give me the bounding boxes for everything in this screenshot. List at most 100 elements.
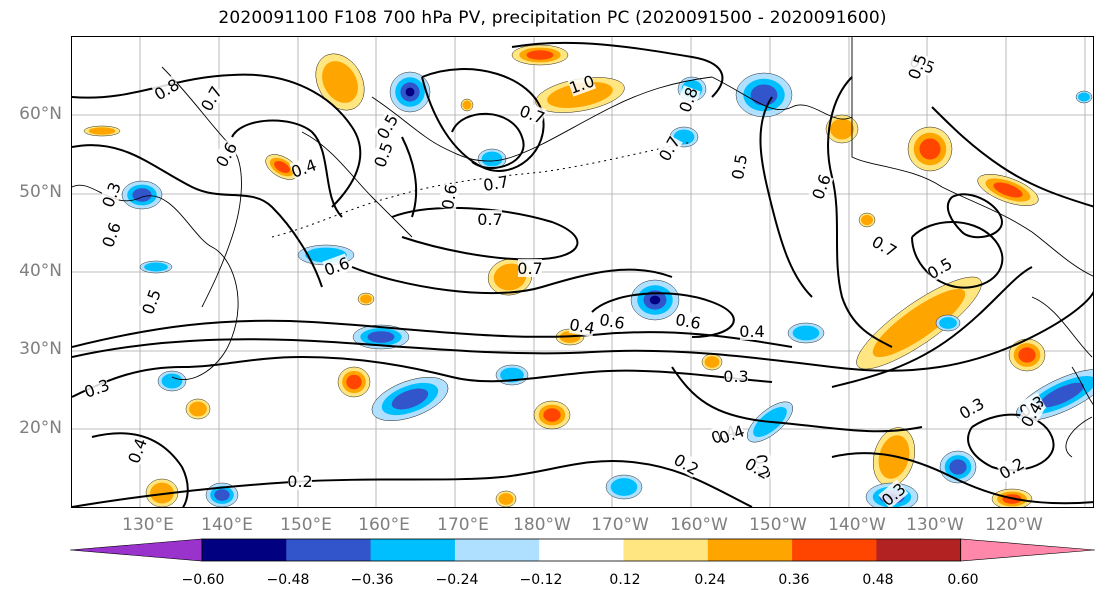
precipitation-shading — [889, 300, 949, 346]
coastline — [1031, 296, 1093, 358]
contour-label: 0.4 — [124, 436, 151, 466]
precipitation-shading — [462, 100, 472, 110]
precipitation-shading — [144, 262, 168, 272]
contour-label-bg — [322, 253, 352, 279]
colorbar-segment — [707, 539, 793, 561]
contour-label-text: 0.2 — [287, 472, 312, 491]
contour-label: 0.7 — [197, 83, 226, 115]
contour-label-text: 0.4 — [289, 155, 319, 182]
contour-label: 0.7 — [517, 259, 543, 278]
contour-label-text: 0.2 — [670, 450, 702, 479]
colorbar-extend-low — [69, 538, 203, 562]
lon-label-130w: 130°W — [906, 515, 964, 535]
contour-label-text: 0.5 — [728, 153, 751, 181]
contour-label-bg — [924, 254, 955, 282]
precipitation-shading — [939, 317, 957, 329]
precipitation-shading — [547, 81, 613, 109]
contour-label-text: 0.7 — [868, 232, 900, 261]
precipitation-shading — [861, 214, 873, 226]
precipitation-shading — [750, 84, 778, 106]
precipitation-shading — [830, 118, 854, 140]
precipitation-shading — [360, 294, 372, 304]
pv-contour — [421, 68, 545, 172]
pv-contour — [511, 41, 724, 98]
pv-contour — [72, 319, 793, 348]
contour-label-bg — [724, 367, 748, 385]
colorbar-segment — [876, 539, 962, 561]
contour-label-bg — [124, 436, 150, 466]
contour-label-bg — [482, 172, 510, 194]
contour-label-text: 0.6 — [438, 183, 461, 211]
contour-label: 0.6 — [212, 139, 241, 171]
contour-label-text: 0.4 — [739, 322, 764, 341]
lat-label-50n: 50°N — [19, 182, 62, 202]
coastline — [1065, 416, 1093, 458]
contour-label-bg — [996, 454, 1027, 482]
contour-label-text: 0.5 — [924, 254, 956, 283]
precipitation-shading — [391, 388, 429, 410]
precipitation-shading — [949, 459, 967, 475]
colorbar-tick-label: −0.48 — [266, 572, 310, 588]
pv-contour — [931, 106, 1093, 208]
contour-label-bg — [151, 75, 182, 103]
precipitation-shading — [543, 408, 561, 422]
colorbar-tick-label: 0.36 — [778, 572, 810, 588]
precipitation-shading — [993, 182, 1023, 198]
contour-label-bg — [869, 232, 900, 260]
contour-label-text: 0.3 — [956, 394, 988, 423]
island-chain — [271, 141, 693, 238]
pv-contour — [827, 76, 893, 348]
precipitation-shading — [405, 87, 415, 97]
colorbar-segment — [370, 539, 456, 561]
pv-contour — [967, 413, 1055, 472]
precipitation-shading — [649, 295, 661, 305]
colorbar — [69, 538, 1096, 562]
precipitation-shading — [925, 144, 935, 154]
colorbar-tick-label: 0.48 — [862, 572, 894, 588]
contour-label: 0.6 — [98, 220, 125, 250]
pv-contour — [946, 193, 1004, 239]
contour-label-bg — [518, 259, 542, 277]
colorbar-segment — [623, 539, 709, 561]
contour-label: 0.4 — [289, 155, 319, 182]
contour-label-bg — [567, 71, 597, 97]
colorbar-segment — [539, 539, 624, 561]
map-canvas: 0.8 0.70.6 0.4 0.50.60.30.60.60.50.5 0.70.71… — [72, 37, 1093, 507]
colorbar-tick-label: −0.60 — [181, 572, 225, 588]
contour-label-bg — [373, 111, 401, 142]
pv-contour — [72, 144, 323, 288]
colorbar-tick-label: 0.60 — [947, 572, 979, 588]
pv-contour — [391, 206, 579, 261]
contour-label-text: 0.7 — [517, 259, 542, 278]
precipitation-shading — [526, 50, 554, 60]
contour-label-text: 0.7 — [482, 172, 510, 195]
contour-label-text: 0.7 — [477, 210, 502, 229]
contour-label-bg — [904, 52, 930, 82]
contour-label-bg — [671, 450, 702, 478]
precipitation-shading — [1078, 92, 1090, 102]
contour-label-text: 0.3 — [723, 367, 748, 386]
pv-contour — [591, 292, 735, 338]
contour-label: 0.3 — [956, 394, 988, 423]
precipitation-shading — [704, 356, 720, 368]
colorbar-segment — [286, 539, 372, 561]
contour-label-text: 0.6 — [98, 220, 125, 250]
contour-label-bg — [98, 220, 124, 250]
contour-label: 0.2 — [670, 450, 702, 479]
contour-label: 1.0 — [567, 71, 597, 98]
colorbar-segment — [792, 539, 877, 561]
pv-contour — [671, 366, 923, 433]
contour-label: 0.5 — [728, 153, 751, 181]
lon-label-150e: 150°E — [280, 515, 332, 535]
pv-contour — [401, 136, 418, 218]
lon-label-160e: 160°E — [358, 515, 410, 535]
colorbar-tick-label: −0.12 — [519, 572, 563, 588]
pv-contour — [72, 460, 753, 507]
lon-label-170e: 170°E — [437, 515, 489, 535]
contour-label-bg — [1017, 399, 1045, 430]
coastline — [72, 184, 239, 381]
precipitation-shading — [132, 188, 152, 202]
contour-label-bg — [517, 101, 547, 127]
pv-contour — [91, 432, 189, 507]
contour-label-text: 0.4 — [124, 436, 151, 466]
